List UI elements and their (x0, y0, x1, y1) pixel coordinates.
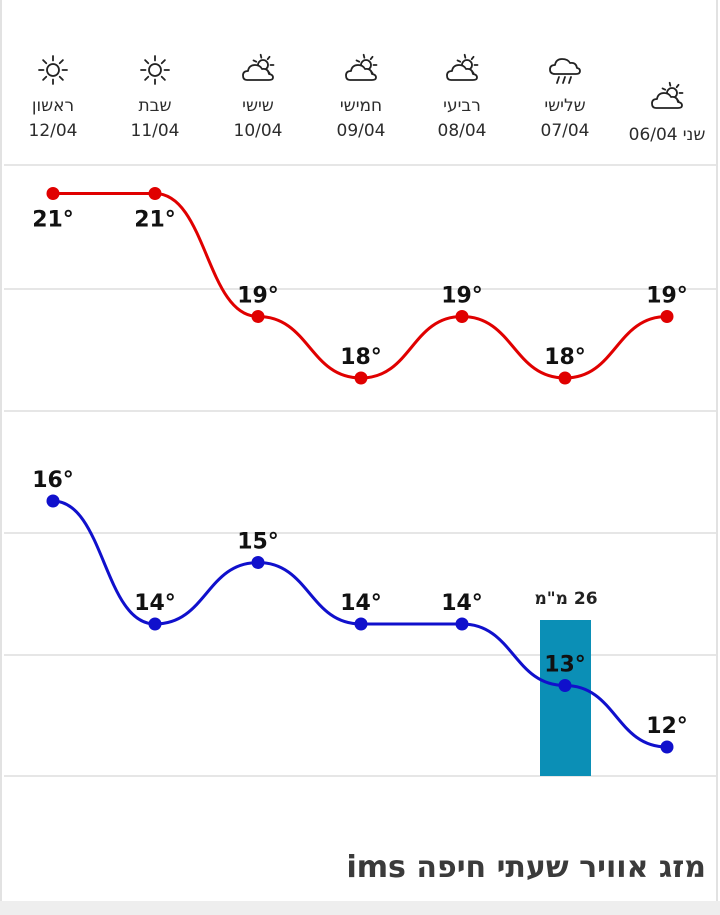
high-temp-point (46, 187, 60, 200)
low-temp-label: 14° (134, 591, 176, 616)
low-temp-point (455, 617, 469, 631)
low-temp-label: 15° (237, 530, 279, 555)
high-temp-point (251, 310, 265, 323)
high-temp-point (558, 371, 572, 385)
sun-icon (137, 52, 173, 88)
day-date: 10/04 (233, 121, 283, 141)
high-temp-point (148, 187, 162, 200)
page-title: מזג אוויר שעתי חיפה ims (346, 850, 706, 885)
low-temp-point (660, 740, 674, 754)
low-temp-label: 16° (32, 468, 74, 493)
day-date: 12/04 (28, 121, 78, 141)
day-name: שלישי (544, 96, 586, 116)
high-temp-point (660, 310, 674, 323)
partly-cloudy-icon (240, 52, 276, 88)
day-column-09-04: חמישי 09/04 (309, 52, 413, 144)
precipitation-bar (540, 620, 591, 776)
partly-cloudy-icon (343, 52, 379, 88)
day-header-row: 06/04 שני שלישי 07/04 רביעי 08/04 חמישי 09/04 ש… (0, 0, 720, 165)
day-date: 06/04 (628, 125, 678, 145)
high-temp-label: 19° (646, 284, 688, 309)
rain-cloud-icon (547, 52, 583, 88)
day-column-10-04: שישי 10/04 (206, 52, 310, 144)
precipitation-label: 26 מ"מ (534, 589, 597, 609)
bottom-strip (0, 901, 720, 915)
day-name: שבת (138, 96, 172, 116)
low-temp-label: 12° (646, 714, 688, 739)
high-temp-point (354, 371, 368, 385)
high-temp-point (455, 310, 469, 323)
day-column-07-04: שלישי 07/04 (513, 52, 617, 144)
low-temp-point (46, 494, 60, 508)
day-date: 09/04 (336, 121, 386, 141)
low-temp-point (251, 556, 265, 569)
low-temp-label: 14° (441, 591, 483, 616)
day-name: רביעי (443, 96, 481, 116)
day-name: שני (682, 125, 706, 145)
day-column-08-04: רביעי 08/04 (410, 52, 514, 144)
high-temp-label: 19° (237, 284, 279, 309)
high-temp-label: 18° (340, 345, 382, 370)
day-name: שישי (242, 96, 274, 116)
day-date: 11/04 (130, 121, 180, 141)
low-temp-label: 14° (340, 591, 382, 616)
day-column-06-04: 06/04 שני (615, 80, 719, 148)
day-column-12-04: ראשון 12/04 (1, 52, 105, 144)
day-date: 08/04 (437, 121, 487, 141)
day-date: 07/04 (540, 121, 590, 141)
high-temp-label: 19° (441, 284, 483, 309)
partly-cloudy-icon (444, 52, 480, 88)
sun-icon (35, 52, 71, 88)
low-temp-label: 13° (544, 653, 586, 678)
partly-cloudy-icon (649, 80, 685, 116)
day-name: ראשון (31, 96, 75, 116)
day-name: חמישי (339, 96, 383, 116)
day-column-11-04: שבת 11/04 (103, 52, 207, 144)
high-temp-label: 21° (134, 208, 176, 233)
high-temp-label: 18° (544, 345, 586, 370)
low-temp-point (558, 679, 572, 692)
low-temp-point (354, 617, 368, 631)
high-temp-label: 21° (32, 208, 74, 233)
low-temp-point (148, 617, 162, 631)
